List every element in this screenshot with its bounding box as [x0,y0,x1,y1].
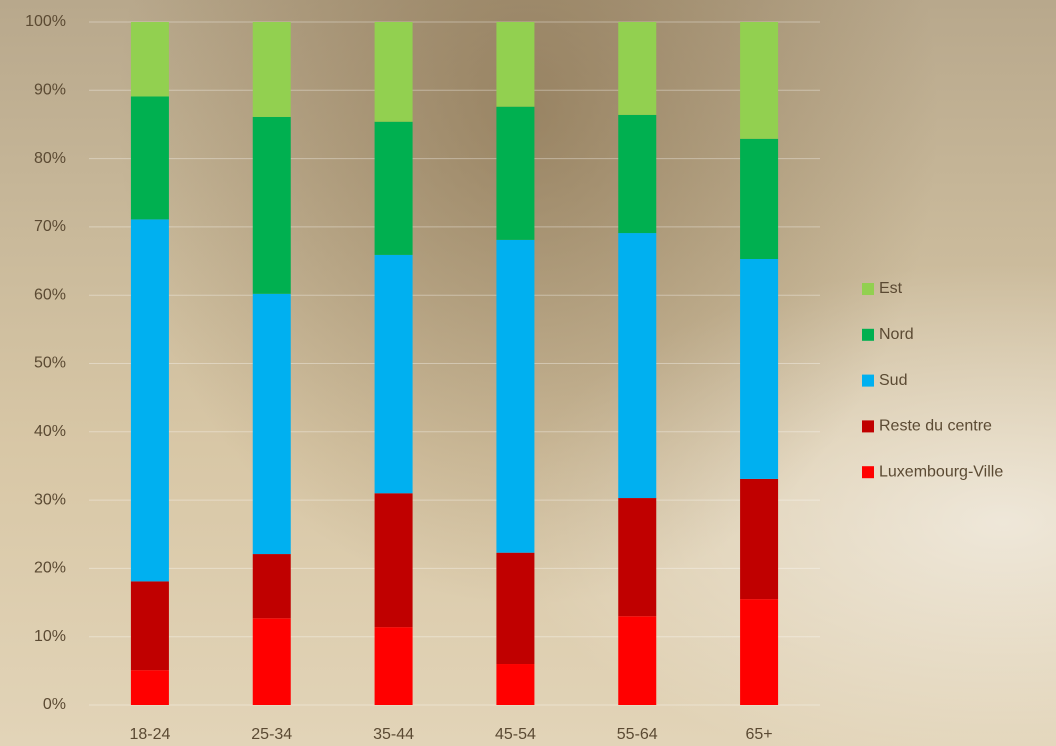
legend-label: Nord [879,326,914,343]
x-tick-label: 45-54 [495,726,536,743]
bar-segment [252,554,291,619]
bar-segment [252,22,291,117]
y-tick-label: 50% [34,355,66,372]
bar-segment [374,254,413,494]
bar-segment [130,96,169,220]
legend-label: Est [879,280,903,297]
y-tick-label: 80% [34,150,66,167]
y-tick-label: 90% [34,82,66,99]
legend-swatch [862,328,874,341]
x-tick-label: 18-24 [129,726,170,743]
bar-segment [374,121,413,255]
bar-segment [374,627,413,705]
x-tick-label: 35-44 [373,726,414,743]
x-tick-label: 55-64 [617,726,658,743]
legend-swatch [862,420,874,433]
bar-segment [618,233,657,499]
bar-segment [496,552,535,665]
y-tick-label: 20% [34,560,66,577]
bar-segment [374,22,413,122]
legend-swatch [862,283,874,295]
bar-segment [496,22,535,107]
bar-segment [618,498,657,617]
bar-segment [740,478,779,600]
legend-swatch [862,466,874,479]
bar-segment [496,106,535,240]
x-tick-label: 25-34 [251,726,292,743]
legend-label: Sud [879,372,907,389]
bar-segment [740,22,779,139]
bar-segment [374,493,413,628]
legend-label: Luxembourg-Ville [879,463,1003,480]
bar-segment [618,114,657,234]
y-tick-label: 100% [25,13,66,30]
bar-segment [740,599,779,705]
bar-segment [496,664,535,705]
y-tick-label: 10% [34,628,66,645]
bar-segment [252,293,291,555]
y-tick-label: 70% [34,218,66,235]
bar-segment [130,581,169,671]
y-tick-label: 60% [34,286,66,303]
bar-segment [740,259,779,479]
bar-segment [496,239,535,553]
y-tick-label: 0% [43,696,66,713]
y-tick-label: 40% [34,423,66,440]
bar-segment [130,22,169,97]
legend-swatch [862,374,874,387]
bar-segment [618,22,657,115]
y-tick-label: 30% [34,491,66,508]
bar-segment [618,616,657,705]
bar-segment [740,138,779,260]
bar-segment [130,670,169,705]
bar-segment [252,116,291,294]
legend-label: Reste du centre [879,418,992,435]
x-tick-label: 65+ [746,726,773,743]
bar-segment [130,219,169,582]
bar-segment [252,618,291,705]
